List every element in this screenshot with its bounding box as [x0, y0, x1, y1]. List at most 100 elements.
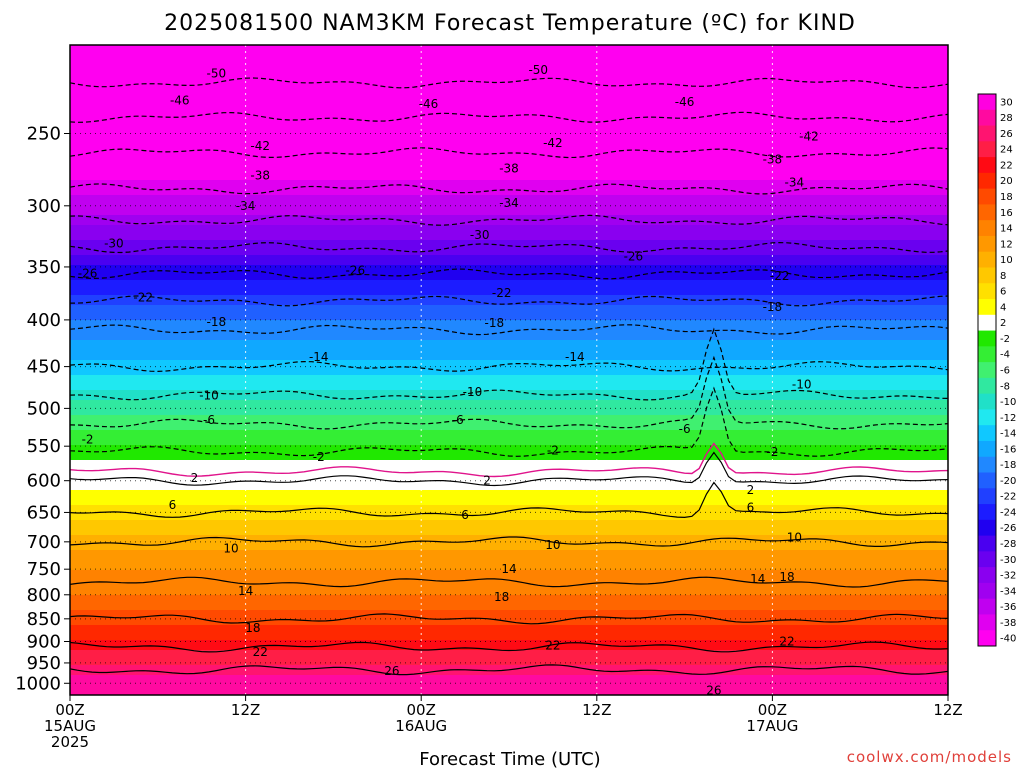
colorbar-swatch	[978, 567, 996, 584]
field-band	[70, 85, 948, 91]
colorbar-label: -30	[1000, 555, 1016, 566]
contour-label: -10	[199, 388, 219, 402]
x-axis-label: Forecast Time (UTC)	[419, 749, 600, 768]
contour-label: -50	[207, 67, 227, 81]
contour-label: -46	[419, 97, 439, 111]
contour-label: -18	[485, 316, 505, 330]
contour-label: -38	[250, 169, 270, 183]
field-band	[70, 120, 948, 126]
contour-label: -6	[679, 422, 691, 436]
field-band	[70, 315, 948, 321]
contour-label: 10	[223, 542, 238, 556]
field-band	[70, 180, 948, 186]
contour-label: -18	[763, 300, 783, 314]
field-band	[70, 570, 948, 576]
field-band	[70, 225, 948, 231]
field-band	[70, 115, 948, 121]
contour-label: 14	[501, 562, 516, 576]
field-band	[70, 160, 948, 166]
colorbar-swatch	[978, 220, 996, 237]
field-band	[70, 590, 948, 596]
field-band	[70, 280, 948, 286]
field-band	[70, 665, 948, 671]
field-band	[70, 50, 948, 56]
field-band	[70, 495, 948, 501]
isotherm-line	[70, 360, 948, 373]
colorbar-swatch	[978, 551, 996, 568]
y-tick-label: 650	[27, 502, 61, 523]
y-tick-label: 950	[27, 653, 61, 674]
contour-label: 2	[191, 471, 199, 485]
contour-label: 14	[238, 584, 253, 598]
field-band	[70, 170, 948, 176]
field-band	[70, 415, 948, 421]
isotherm-line	[70, 77, 948, 89]
field-band	[70, 75, 948, 81]
colorbar-swatch	[978, 141, 996, 158]
x-tick-label: 17AUG	[746, 717, 798, 735]
field-band	[70, 195, 948, 201]
contour-label: -6	[203, 413, 215, 427]
field-band	[70, 545, 948, 551]
colorbar: 30 28 26 24 22 20 18 16 14 12 10 8 6 4 2 -2 -4 -6 -8 -10 -12…	[977, 93, 1016, 647]
colorbar-label: 16	[1000, 208, 1013, 219]
field-band	[70, 625, 948, 631]
field-band	[70, 125, 948, 131]
colorbar-swatch	[978, 488, 996, 505]
field-band	[70, 275, 948, 281]
contour-label: -30	[104, 237, 124, 251]
contour-label: -30	[470, 228, 490, 242]
colorbar-label: -40	[1000, 634, 1016, 645]
isotherm-line	[70, 241, 948, 254]
x-tick-label: 12Z	[231, 701, 260, 719]
field-band	[70, 360, 948, 366]
field-band	[70, 470, 948, 476]
colorbar-swatch	[978, 519, 996, 536]
y-tick-label: 850	[27, 609, 61, 630]
isotherm-line	[70, 536, 948, 548]
field-band	[70, 145, 948, 151]
contour-label: -2	[82, 433, 94, 447]
field-band	[70, 550, 948, 556]
colorbar-swatch	[978, 251, 996, 268]
contour-label: 22	[545, 638, 560, 652]
field-band	[70, 520, 948, 526]
colorbar-swatch	[978, 188, 996, 205]
field-band	[70, 340, 948, 346]
colorbar-swatch	[978, 172, 996, 190]
contour-label: 2	[747, 483, 755, 497]
field-band	[70, 615, 948, 621]
contour-label: 22	[779, 634, 794, 648]
field-band	[70, 45, 948, 51]
field-band	[70, 680, 948, 686]
field-band	[70, 135, 948, 141]
temperature-field	[70, 45, 948, 695]
contour-label: -34	[236, 199, 256, 213]
field-band	[70, 105, 948, 111]
field-band	[70, 445, 948, 451]
colorbar-swatch	[978, 393, 996, 410]
colorbar-label: 30	[1000, 97, 1013, 108]
field-band	[70, 505, 948, 511]
field-band	[70, 485, 948, 491]
field-band	[70, 580, 948, 586]
y-tick-label: 800	[27, 585, 61, 606]
colorbar-swatch	[978, 472, 996, 489]
colorbar-swatch	[978, 425, 996, 442]
field-band	[70, 375, 948, 381]
isotherm-line	[70, 147, 948, 159]
field-band	[70, 500, 948, 506]
field-band	[70, 385, 948, 391]
colorbar-label: 4	[1000, 302, 1006, 313]
y-tick-label: 600	[27, 471, 61, 492]
credit-link[interactable]: coolwx.com/models	[847, 748, 1012, 766]
field-band	[70, 260, 948, 266]
field-band	[70, 270, 948, 276]
field-band	[70, 335, 948, 341]
contour-label: -26	[78, 267, 98, 281]
field-band	[70, 230, 948, 236]
field-band	[70, 595, 948, 601]
field-band	[70, 480, 948, 486]
x-tick-label: 00Z	[407, 701, 436, 719]
colorbar-swatch	[978, 362, 996, 379]
